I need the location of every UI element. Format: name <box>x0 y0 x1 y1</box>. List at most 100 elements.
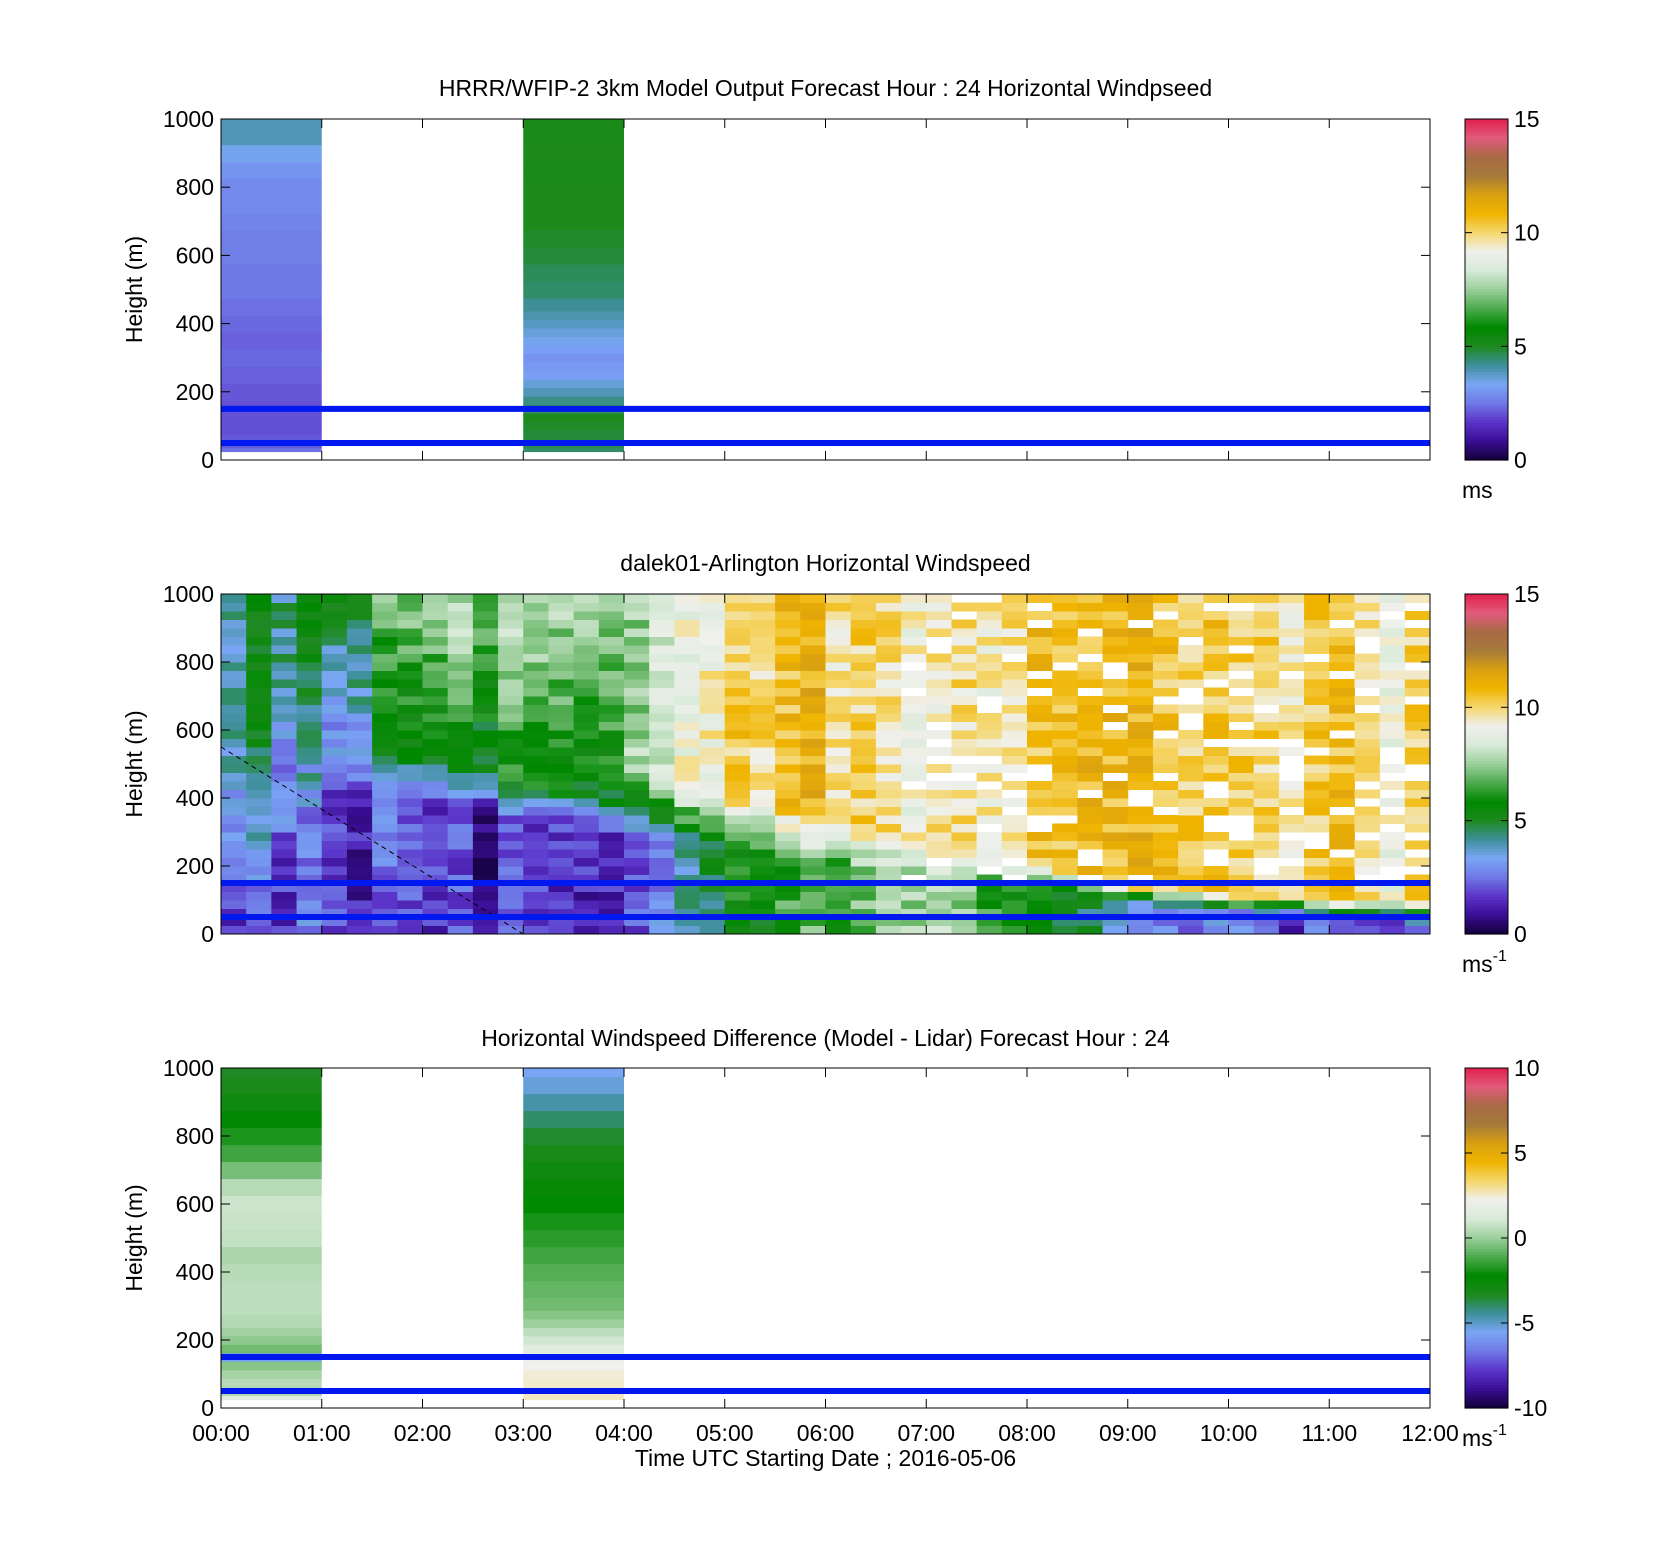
heatmap-cell <box>926 687 952 697</box>
heatmap-cell <box>221 1144 322 1163</box>
colorbar-cell <box>1465 377 1508 382</box>
heatmap-cell <box>800 840 826 850</box>
heatmap-cell <box>548 687 575 697</box>
heatmap-cell <box>976 840 1003 850</box>
heatmap-cell <box>498 832 524 841</box>
heatmap-cell <box>296 738 323 748</box>
heatmap-cell <box>573 602 600 612</box>
heatmap-cell <box>775 611 801 620</box>
colorbar-cell <box>1465 354 1508 359</box>
heatmap-cell <box>699 764 726 773</box>
heatmap-cell <box>296 645 323 654</box>
heatmap-cell <box>1404 900 1431 909</box>
heatmap-cell <box>624 628 650 637</box>
colorbar-cell <box>1465 789 1508 793</box>
colorbar-cell <box>1465 840 1508 844</box>
heatmap-cell <box>775 730 801 739</box>
heatmap-cell <box>699 738 726 748</box>
heatmap-cell <box>1052 653 1078 663</box>
heatmap-cell <box>523 1263 624 1282</box>
heatmap-cell <box>498 602 524 612</box>
heatmap-cell <box>1278 747 1305 756</box>
heatmap-cell <box>422 738 449 748</box>
colorbar-cell <box>1465 352 1508 356</box>
colorbar-cell <box>1465 414 1508 418</box>
heatmap-cell <box>346 908 373 918</box>
colorbar-cell <box>1465 902 1508 907</box>
heatmap-cell <box>296 704 323 714</box>
colorbar-cell <box>1465 1153 1508 1157</box>
heatmap-cell <box>296 840 323 850</box>
heatmap-cell <box>1102 602 1129 612</box>
heatmap-cell <box>346 653 373 663</box>
heatmap-cell <box>825 636 852 646</box>
heatmap-cell <box>724 925 751 935</box>
colorbar-cell <box>1465 289 1508 293</box>
colorbar-cell <box>1465 212 1508 217</box>
heatmap-cell <box>699 900 726 909</box>
heatmap-cell <box>1329 636 1355 646</box>
heatmap-cell <box>397 764 423 773</box>
colorbar-cell <box>1465 769 1508 774</box>
heatmap-cell <box>447 900 474 909</box>
heatmap-cell <box>875 670 902 680</box>
colorbar-tick-label: 5 <box>1514 333 1527 359</box>
heatmap-cell <box>271 687 298 697</box>
heatmap-cell <box>246 670 272 680</box>
heatmap-cell <box>498 755 524 765</box>
heatmap-cell <box>321 764 348 773</box>
colorbar-cell <box>1465 388 1508 393</box>
heatmap-cell <box>1127 917 1154 926</box>
colorbar-cell <box>1465 346 1508 350</box>
heatmap-cell <box>1228 883 1255 892</box>
heatmap-cell <box>775 747 801 756</box>
heatmap-cell <box>372 925 398 935</box>
heatmap-cell <box>649 713 675 722</box>
heatmap-cell <box>926 696 952 705</box>
heatmap-cell <box>825 594 852 603</box>
heatmap-cell <box>1253 806 1280 816</box>
colorbar-cell <box>1465 448 1508 453</box>
heatmap-cell <box>1253 679 1280 688</box>
colorbar-cell <box>1465 1195 1508 1199</box>
heatmap-cell <box>221 730 247 739</box>
heatmap-cell <box>447 594 474 603</box>
heatmap-cell <box>699 883 726 892</box>
colorbar-cell <box>1465 457 1508 461</box>
heatmap-cell <box>850 789 877 799</box>
colorbar-cell <box>1465 679 1508 683</box>
heatmap-cell <box>296 832 323 841</box>
heatmap-cell <box>1178 670 1204 680</box>
heatmap-cell <box>976 772 1003 782</box>
heatmap-cell <box>1052 713 1078 722</box>
heatmap-cell <box>875 764 902 773</box>
heatmap-cell <box>1001 704 1028 714</box>
heatmap-cell <box>1228 679 1255 688</box>
heatmap-cell <box>523 229 624 248</box>
heatmap-cell <box>1329 611 1355 620</box>
heatmap-cell <box>649 772 675 782</box>
heatmap-cell <box>775 594 801 603</box>
heatmap-cell <box>1102 679 1129 688</box>
heatmap-cell <box>1354 619 1381 629</box>
heatmap-cell <box>1027 908 1053 918</box>
heatmap-cell <box>397 781 423 790</box>
colorbar-cell <box>1465 403 1508 407</box>
heatmap-cell <box>573 628 600 637</box>
heatmap-cell <box>372 908 398 918</box>
heatmap-cell <box>221 1178 322 1197</box>
colorbar-cell <box>1465 883 1508 887</box>
heatmap-cell <box>346 619 373 629</box>
heatmap-cell <box>296 781 323 790</box>
heatmap-cell <box>1127 883 1154 892</box>
heatmap-cell <box>649 738 675 748</box>
colorbar-cell <box>1465 1385 1508 1389</box>
heatmap-cell <box>271 730 298 739</box>
heatmap-cell <box>548 696 575 705</box>
colorbar-cell <box>1465 1325 1508 1330</box>
heatmap-cell <box>926 662 952 671</box>
heatmap-cell <box>246 874 272 884</box>
heatmap-cell <box>850 704 877 714</box>
colorbar-cell <box>1465 715 1508 720</box>
y-tick-label: 400 <box>176 311 214 337</box>
